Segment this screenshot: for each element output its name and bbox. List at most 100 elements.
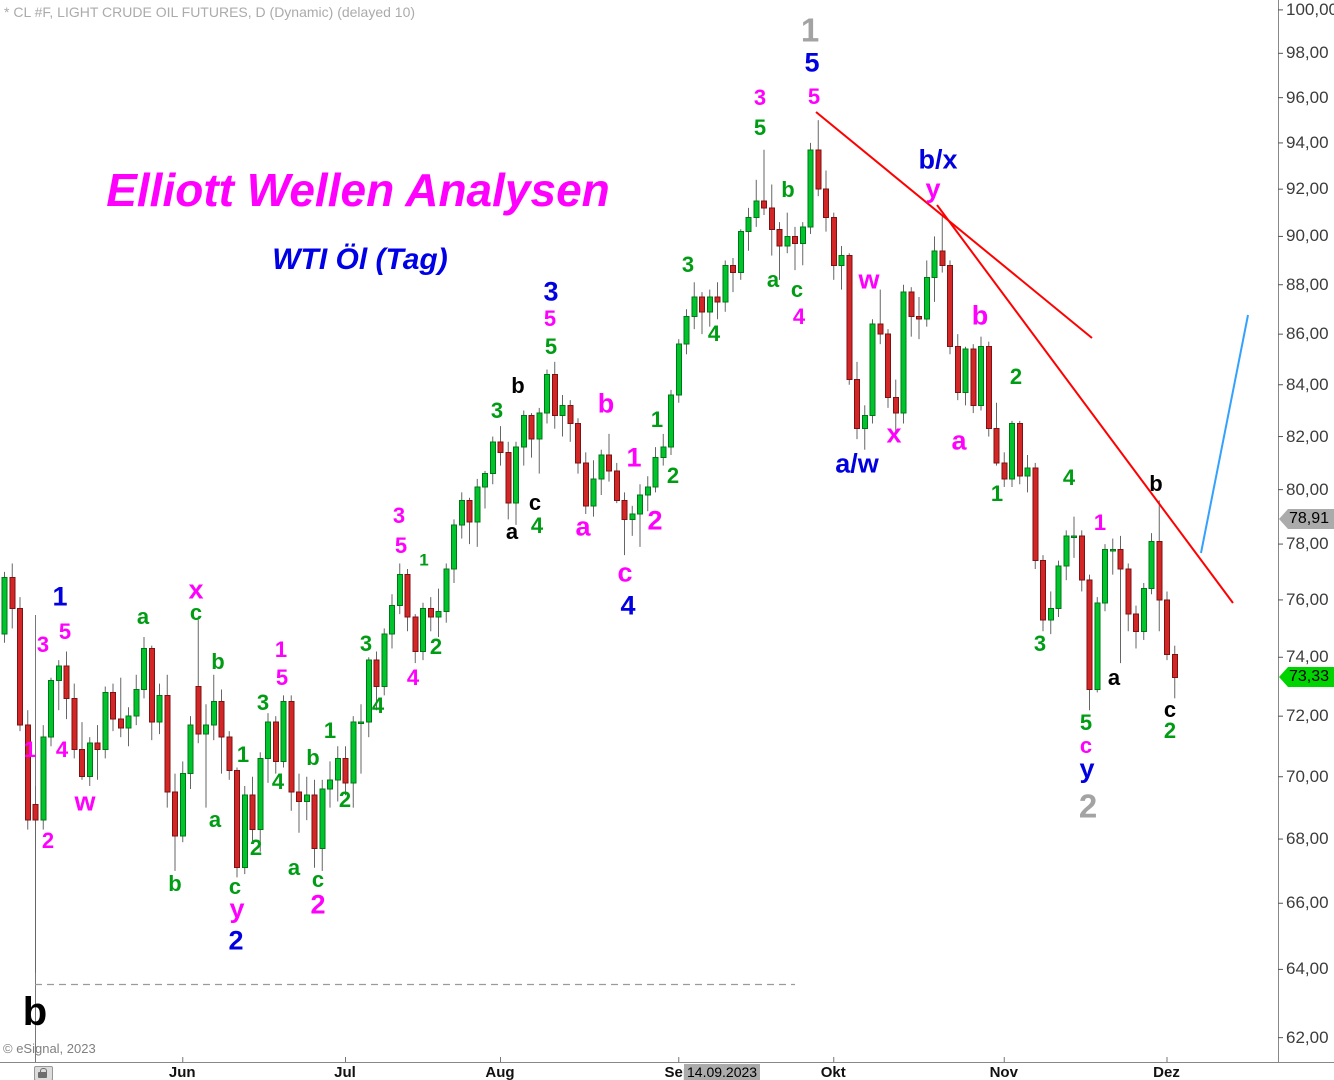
- wave-label-a: a: [575, 511, 591, 542]
- candle: [1047, 591, 1054, 635]
- candle: [939, 215, 946, 273]
- wave-label-5: 5: [394, 533, 408, 558]
- candle: [528, 413, 535, 458]
- wave-label-a: a: [208, 807, 222, 832]
- candle: [567, 400, 574, 442]
- wave-label-b: b: [971, 300, 989, 331]
- candle: [923, 260, 930, 327]
- wave-label-a: a: [136, 604, 150, 629]
- wave-label-3: 3: [681, 252, 695, 277]
- candle: [179, 761, 186, 843]
- candle: [637, 484, 643, 547]
- candle: [691, 282, 698, 330]
- candle: [916, 296, 922, 340]
- candle: [954, 334, 961, 401]
- wave-label-y: y: [925, 173, 941, 204]
- candle: [505, 441, 512, 520]
- candle: [1102, 544, 1108, 612]
- candle: [55, 660, 62, 711]
- candle: [218, 689, 225, 774]
- candle: [110, 683, 116, 732]
- candle: [1164, 591, 1170, 661]
- candle: [1117, 535, 1124, 664]
- candle: [575, 418, 581, 474]
- candle: [978, 336, 984, 411]
- wave-label-w: w: [858, 264, 880, 295]
- wave-label-a: a: [287, 855, 301, 880]
- candle: [1078, 530, 1085, 592]
- wave-label-1: 1: [323, 718, 337, 743]
- y-tick-label: 64,00: [1286, 959, 1329, 979]
- wave-label-4: 4: [620, 590, 636, 621]
- candle: [164, 674, 171, 808]
- candle: [241, 785, 248, 875]
- candle: [265, 713, 271, 783]
- wave-label-b: b: [22, 990, 48, 1034]
- wave-label-5: 5: [1079, 710, 1093, 735]
- candle: [799, 222, 806, 266]
- candle: [195, 619, 202, 744]
- wave-label-c: c: [617, 557, 633, 588]
- candle: [443, 563, 450, 623]
- candle: [1094, 597, 1101, 693]
- wave-label-4: 4: [55, 737, 69, 762]
- wave-label-4: 4: [271, 769, 285, 794]
- y-tick-label: 96,00: [1286, 87, 1329, 107]
- candle: [234, 767, 240, 878]
- candle: [373, 651, 380, 711]
- wave-label-4: 4: [371, 693, 385, 718]
- candle: [497, 426, 504, 466]
- y-tick-label: 78,00: [1286, 534, 1329, 554]
- y-tick-label: 94,00: [1286, 132, 1329, 152]
- lock-icon[interactable]: [34, 1066, 53, 1080]
- candle: [1016, 420, 1023, 485]
- candle: [947, 260, 953, 355]
- candle: [257, 752, 264, 852]
- wave-label-2: 2: [1009, 364, 1023, 389]
- month-label: Jun: [168, 1064, 196, 1080]
- candle: [993, 402, 1000, 466]
- candle: [931, 236, 938, 302]
- candle: [823, 170, 829, 232]
- wave-label-c: c: [1079, 733, 1093, 758]
- wave-label-b: b: [511, 373, 525, 398]
- candle: [94, 725, 101, 780]
- candle: [226, 731, 233, 780]
- y-tick-label: 86,00: [1286, 324, 1329, 344]
- wave-label-1: 1: [650, 407, 664, 432]
- candle: [885, 329, 891, 408]
- y-tick-label: 82,00: [1286, 426, 1329, 446]
- candle: [784, 212, 791, 254]
- candle: [683, 309, 690, 355]
- wave-label-3: 3: [359, 631, 373, 656]
- wave-label-b: b: [781, 177, 795, 202]
- candle: [598, 449, 605, 496]
- candle: [458, 492, 465, 539]
- candle: [745, 207, 752, 251]
- candle: [350, 716, 357, 808]
- y-tick-label: 100,00: [1286, 0, 1334, 19]
- candle: [427, 597, 434, 632]
- candle: [17, 597, 23, 732]
- candle: [730, 258, 736, 293]
- y-tick-label: 66,00: [1286, 893, 1329, 913]
- wave-label-1: 1: [419, 550, 429, 570]
- month-label: Jul: [334, 1064, 356, 1080]
- wave-label-5: 5: [807, 84, 821, 109]
- wave-label-2: 2: [41, 828, 55, 853]
- wave-label-a-w: a/w: [835, 448, 879, 479]
- candle: [877, 289, 884, 345]
- candle: [559, 395, 566, 437]
- candle: [761, 149, 767, 216]
- candle: [1148, 533, 1155, 595]
- candle: [520, 410, 527, 466]
- y-tick-label: 76,00: [1286, 589, 1329, 609]
- candle: [48, 677, 54, 747]
- candle: [86, 737, 93, 786]
- y-tick-label: 88,00: [1286, 274, 1329, 294]
- candle: [412, 614, 419, 664]
- wave-label-b: b: [168, 871, 182, 896]
- wave-label-1: 1: [236, 742, 250, 767]
- candle: [1140, 583, 1147, 640]
